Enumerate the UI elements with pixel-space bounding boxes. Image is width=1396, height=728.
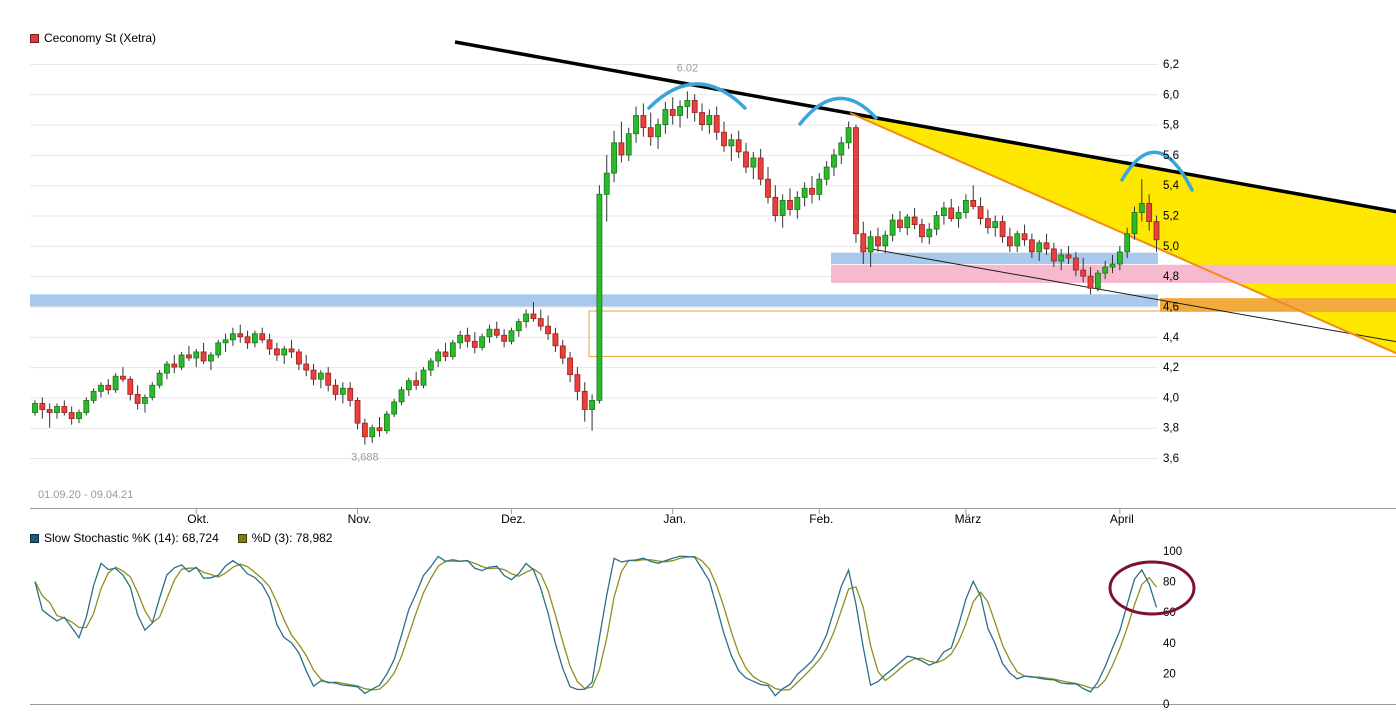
horizontal-band-blue-feb bbox=[830, 252, 1158, 265]
trendline-resistance-black bbox=[454, 40, 1396, 214]
date-range-label: 01.09.20 - 09.04.21 bbox=[38, 489, 134, 501]
stoch-y-tick-label: 0 bbox=[1163, 699, 1169, 711]
stoch-k-line bbox=[34, 555, 1158, 697]
x-axis: Okt. Nov. Dez. Jan. Feb. März April bbox=[30, 508, 1396, 526]
y-tick-label: 6,0 bbox=[1163, 89, 1179, 101]
y-tick-label: 5,2 bbox=[1163, 211, 1179, 223]
arc-jan-top bbox=[647, 82, 747, 110]
x-tick-label: Dez. bbox=[501, 512, 526, 526]
y-tick-label: 5,8 bbox=[1163, 120, 1179, 132]
stoch-y-tick-label: 100 bbox=[1163, 546, 1182, 558]
trendline-support-black-thin bbox=[859, 246, 1396, 343]
stoch-k-label: Slow Stochastic %K (14): 68,724 bbox=[44, 531, 219, 545]
trendline-orange bbox=[849, 112, 1396, 355]
candlesticks bbox=[32, 91, 1160, 445]
price-annotation-high-label: 6.02 bbox=[677, 62, 698, 74]
gap-zone-rect-orange bbox=[588, 310, 1396, 357]
y-tick-label: 4,4 bbox=[1163, 332, 1180, 344]
y-tick-label: 4,8 bbox=[1163, 271, 1179, 283]
x-tick-label: März bbox=[955, 512, 982, 526]
stoch-chart-legend: Slow Stochastic %K (14): 68,724 %D (3): … bbox=[30, 531, 332, 545]
y-tick-label: 5,6 bbox=[1163, 150, 1179, 162]
x-tick-label: Jan. bbox=[663, 512, 686, 526]
overlay-bands bbox=[30, 252, 1396, 312]
y-tick-label: 4,2 bbox=[1163, 362, 1179, 374]
x-tick-label: April bbox=[1110, 512, 1134, 526]
arc-apr-top bbox=[1120, 150, 1194, 192]
y-tick-label: 3,8 bbox=[1163, 423, 1179, 435]
main-chart-legend: Ceconomy St (Xetra) bbox=[30, 31, 156, 45]
stoch-d-line bbox=[34, 556, 1158, 691]
arc-feb-top bbox=[798, 96, 878, 126]
stoch-ellipse-annotation bbox=[1108, 560, 1196, 616]
stoch-k-swatch bbox=[30, 533, 39, 543]
y-axis-labels: 6,2 6,0 5,8 5,6 5,4 5,2 5,0 4,8 4,6 4,4 4,2 4,0 3,8 3… bbox=[1163, 59, 1180, 465]
y-tick-label: 5,4 bbox=[1163, 180, 1180, 192]
main-legend-swatch bbox=[30, 33, 39, 43]
horizontal-band-blue-full bbox=[30, 294, 1158, 307]
x-tick-label: Feb. bbox=[809, 512, 833, 526]
stoch-d-swatch bbox=[237, 533, 247, 543]
horizontal-band-pink bbox=[830, 264, 1396, 283]
y-tick-label: 4,6 bbox=[1163, 301, 1179, 313]
y-tick-label: 3,6 bbox=[1163, 453, 1179, 465]
horizontal-band-orange bbox=[1160, 298, 1396, 312]
x-tick-label: Nov. bbox=[348, 512, 372, 526]
y-tick-label: 4,0 bbox=[1163, 392, 1179, 404]
resistance-arcs bbox=[647, 82, 1194, 192]
stoch-d-label: %D (3): 78,982 bbox=[251, 531, 333, 545]
y-tick-label: 6,2 bbox=[1163, 59, 1179, 71]
price-annotation-low-label: 3,688 bbox=[351, 452, 379, 464]
stoch-y-tick-label: 40 bbox=[1163, 638, 1176, 650]
main-grid bbox=[30, 64, 1158, 460]
stoch-y-tick-label: 80 bbox=[1163, 577, 1176, 589]
y-tick-label: 5,0 bbox=[1163, 241, 1179, 253]
main-legend-label: Ceconomy St (Xetra) bbox=[44, 31, 157, 45]
stoch-y-tick-label: 20 bbox=[1163, 668, 1176, 680]
x-tick-label: Okt. bbox=[187, 512, 209, 526]
trendlines bbox=[454, 40, 1396, 355]
